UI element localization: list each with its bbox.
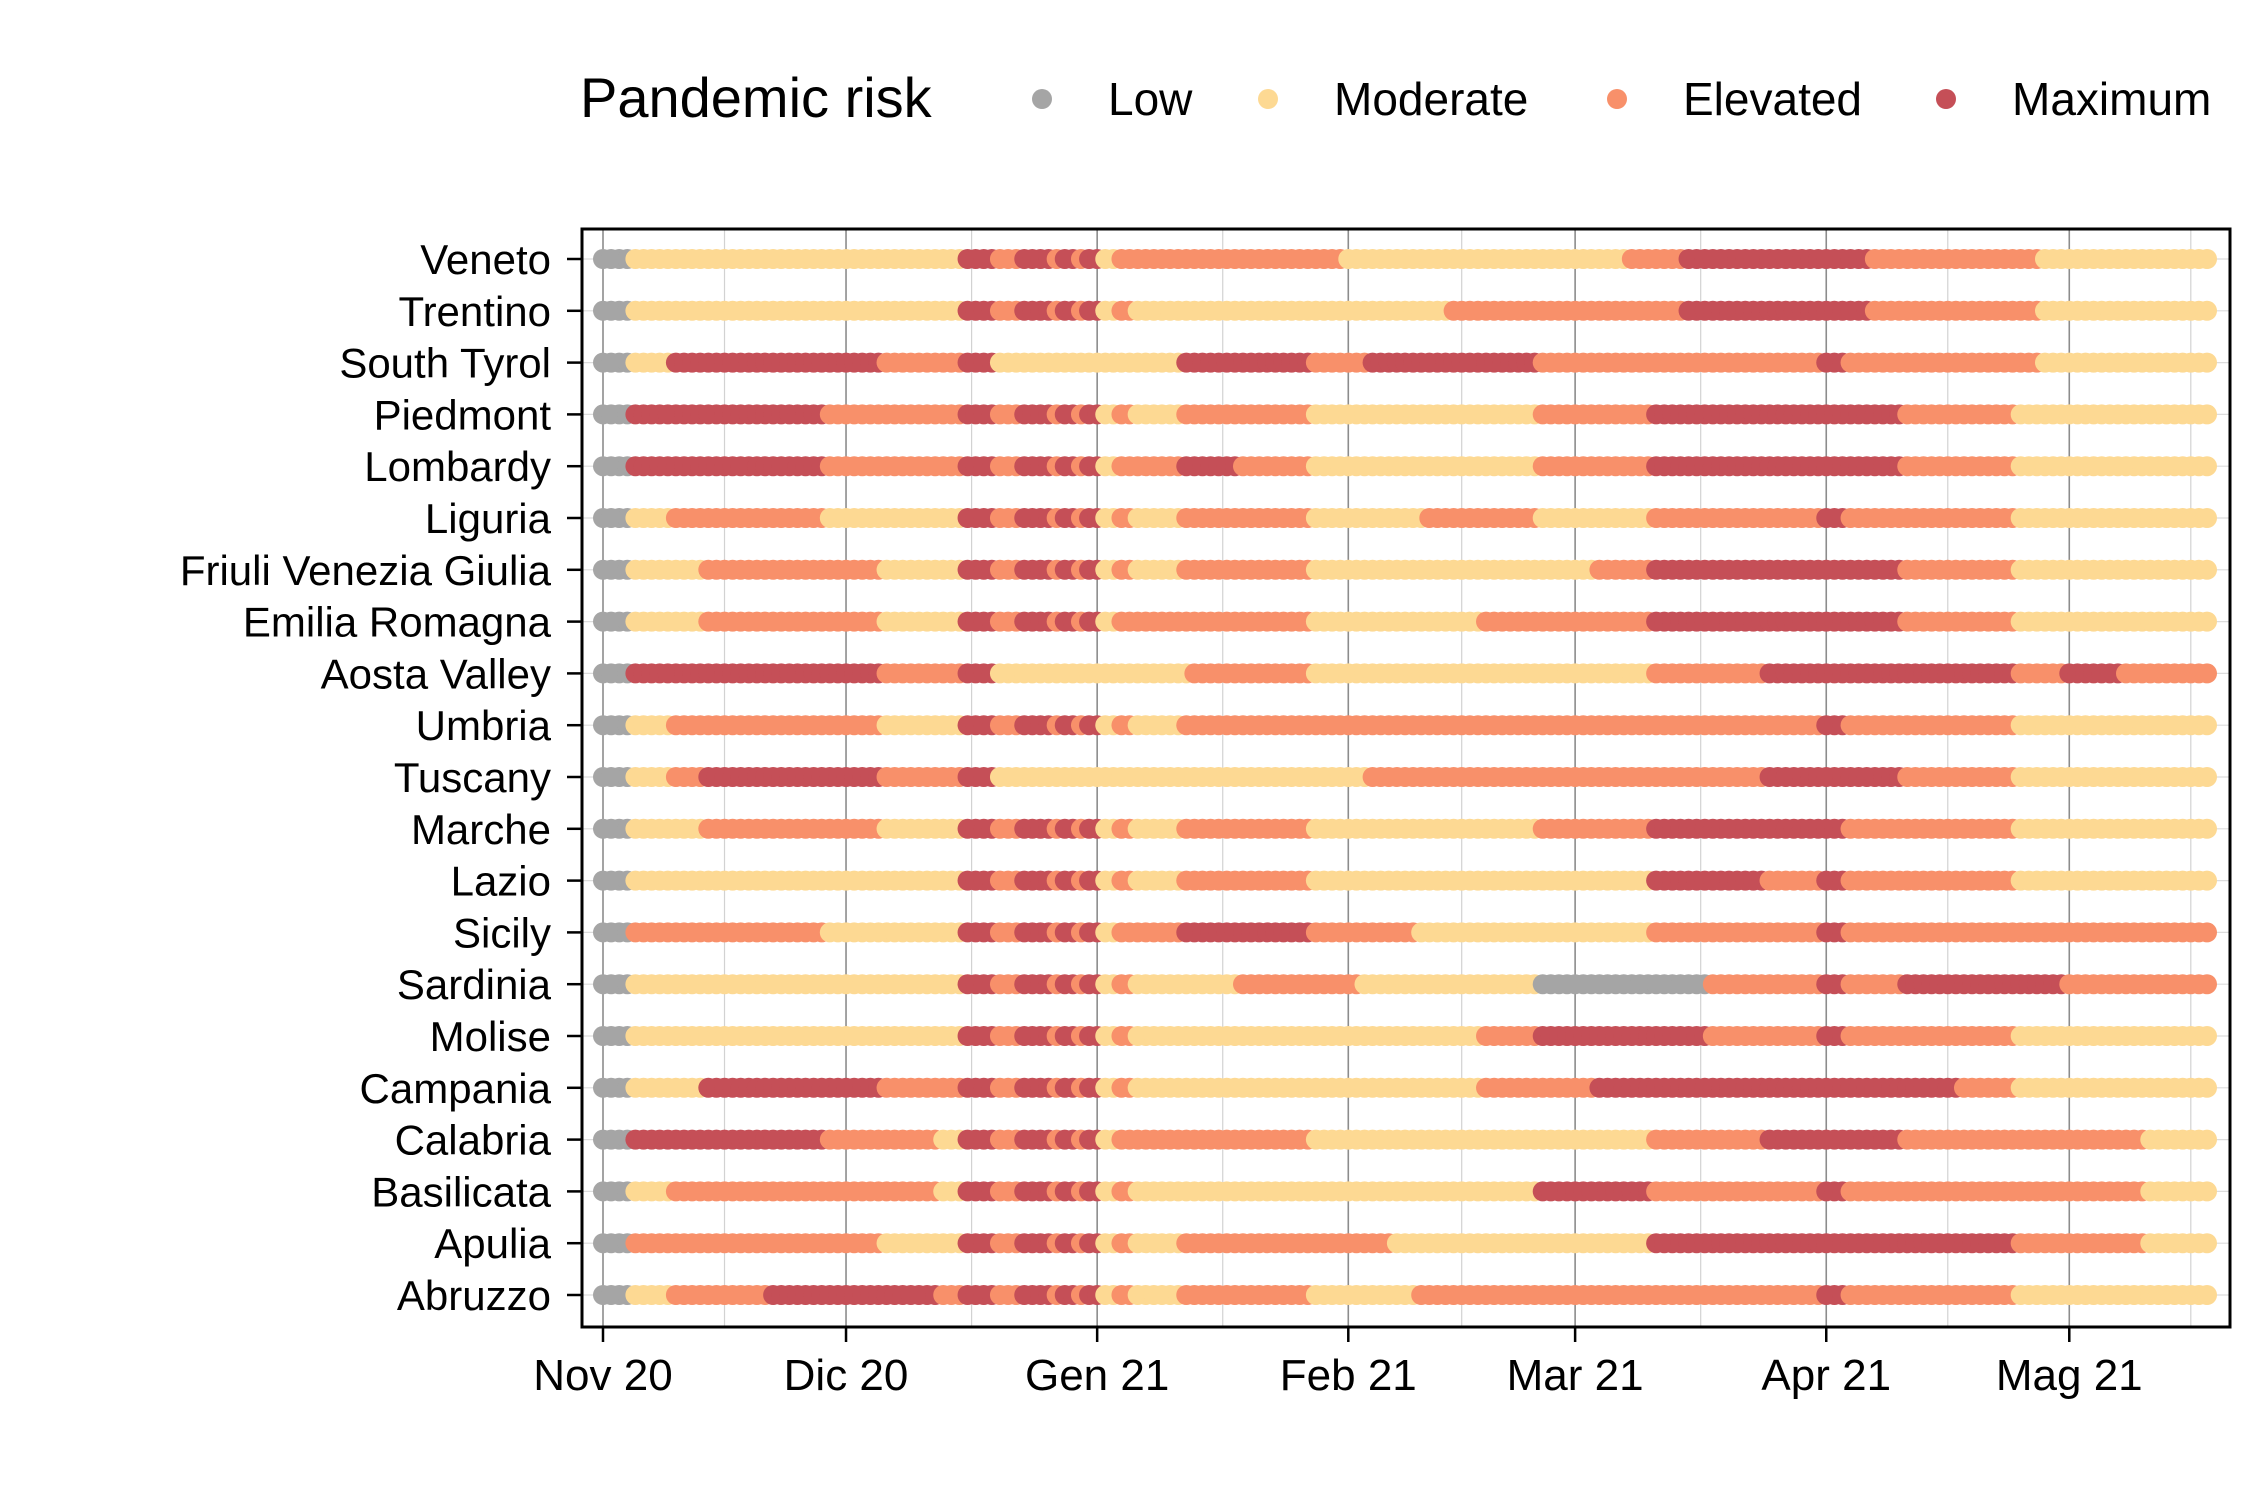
series-row (593, 1026, 2217, 1046)
data-point (2197, 1077, 2217, 1098)
data-point (2197, 715, 2217, 736)
data-point (2197, 974, 2217, 995)
series-row (593, 922, 2217, 943)
data-point (2197, 663, 2217, 684)
legend-marker-moderate (1258, 89, 1278, 109)
x-tick-label: Apr 21 (1761, 1351, 1891, 1400)
data-point (2197, 559, 2217, 580)
data-point (2197, 818, 2217, 839)
data-points (593, 249, 2217, 1305)
series-row (593, 559, 2217, 580)
series-row (593, 818, 2217, 839)
y-tick-label: Piedmont (374, 391, 552, 438)
series-row (593, 611, 2217, 632)
series-row (593, 1077, 2217, 1098)
x-axis: Nov 20 Dic 20 Gen 21 Feb 21 Mar 21 Apr 21 Mag … (533, 1327, 2143, 1400)
y-tick-label: Tuscany (394, 754, 551, 801)
data-point (2197, 870, 2217, 891)
series-row (593, 1181, 2217, 1202)
legend-marker-low (1032, 89, 1052, 109)
legend-label-low: Low (1108, 73, 1193, 125)
data-point (2197, 508, 2217, 528)
y-tick-label: Sicily (453, 909, 551, 956)
y-tick-label: Friuli Venezia Giulia (180, 547, 552, 594)
y-tick-label: Basilicata (371, 1168, 551, 1215)
series-row (593, 1285, 2217, 1305)
legend-marker-maximum (1936, 89, 1956, 109)
legend-label-elevated: Elevated (1683, 73, 1862, 125)
y-tick-label: Liguria (425, 495, 552, 542)
data-point (2197, 1026, 2217, 1046)
series-row (593, 767, 2217, 787)
legend-title: Pandemic risk (580, 66, 933, 129)
data-point (2197, 1129, 2217, 1150)
data-point (2197, 249, 2217, 269)
data-point (2197, 352, 2217, 373)
y-tick-label: Calabria (395, 1117, 552, 1164)
series-row (593, 352, 2217, 373)
y-tick-label: Sardinia (397, 961, 552, 1008)
series-row (593, 1233, 2217, 1254)
data-point (2197, 767, 2217, 787)
legend-label-maximum: Maximum (2012, 73, 2211, 125)
y-tick-label: South Tyrol (339, 340, 551, 387)
x-tick-label: Mar 21 (1507, 1351, 1644, 1400)
x-tick-label: Gen 21 (1025, 1351, 1169, 1400)
series-row (593, 456, 2217, 477)
data-point (2197, 922, 2217, 943)
x-tick-label: Feb 21 (1280, 1351, 1417, 1400)
series-row (593, 715, 2217, 736)
series-row (593, 404, 2217, 425)
data-point (2197, 1233, 2217, 1254)
series-row (593, 300, 2217, 321)
series-row (593, 249, 2217, 269)
y-tick-label: Trentino (398, 288, 551, 335)
x-tick-label: Dic 20 (784, 1351, 909, 1400)
series-row (593, 508, 2217, 528)
data-point (2197, 1285, 2217, 1305)
y-tick-label: Campania (360, 1065, 552, 1112)
series-row (593, 974, 2217, 995)
data-point (2197, 404, 2217, 425)
legend: Pandemic risk Low Moderate Elevated Maximum (580, 66, 2211, 129)
y-tick-label: Emilia Romagna (243, 599, 552, 646)
data-point (2197, 1181, 2217, 1202)
y-tick-label: Lazio (451, 858, 551, 905)
y-tick-label: Abruzzo (397, 1272, 551, 1319)
legend-marker-elevated (1607, 89, 1627, 109)
y-tick-label: Molise (430, 1013, 551, 1060)
x-tick-label: Nov 20 (533, 1351, 672, 1400)
y-tick-label: Veneto (420, 236, 551, 283)
legend-label-moderate: Moderate (1334, 73, 1528, 125)
y-tick-label: Marche (411, 806, 551, 853)
x-tick-label: Mag 21 (1996, 1351, 2143, 1400)
data-point (2197, 456, 2217, 477)
legend-entries: Low Moderate Elevated Maximum (1032, 73, 2211, 125)
series-row (593, 1129, 2217, 1150)
y-tick-label: Aosta Valley (321, 650, 551, 697)
data-point (2197, 611, 2217, 632)
series-row (593, 870, 2217, 891)
y-tick-label: Lombardy (364, 443, 551, 490)
series-row (593, 663, 2217, 684)
data-point (2197, 300, 2217, 321)
y-tick-label: Umbria (416, 702, 552, 749)
y-tick-label: Apulia (434, 1220, 551, 1267)
